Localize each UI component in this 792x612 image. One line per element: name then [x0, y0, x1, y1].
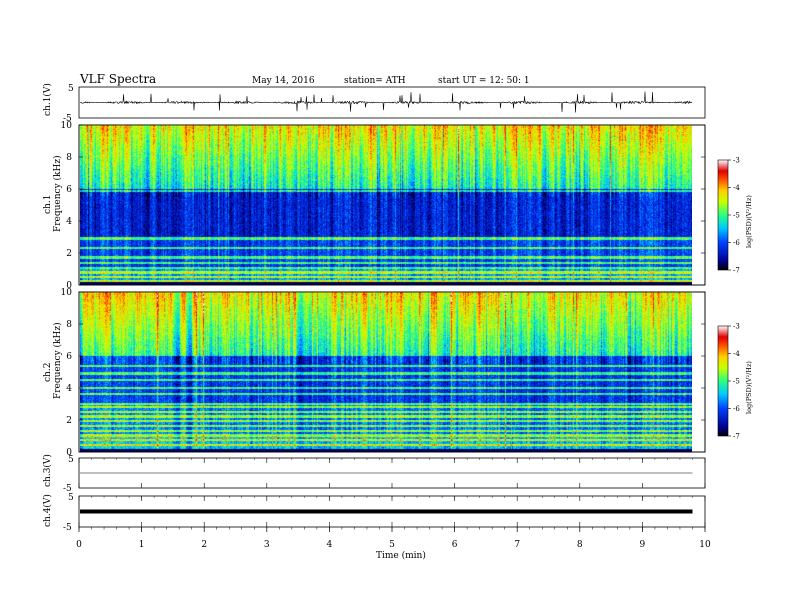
ch1-colorbar-label: log(PSD)(V²/Hz): [745, 195, 753, 248]
ch3-ytick-top: 5: [68, 455, 74, 465]
ch1-spectrogram-frame: [78, 124, 706, 286]
ch1-spectrogram-image: [80, 125, 692, 285]
ch2-freq-ytick-label: 8: [66, 320, 72, 330]
ch1-freq-ytick-label: 0: [66, 281, 72, 291]
ch1-colorbar-tick-label: -5: [733, 212, 740, 220]
ch2-colorbar-tick-label: -3: [733, 323, 740, 331]
figure-title: VLF Spectra: [79, 72, 156, 86]
time-tick-label: 1: [139, 540, 145, 550]
ch2-freq-ytick-label: 2: [66, 416, 72, 426]
time-tick-label: 7: [514, 540, 520, 550]
ch1-channel-label: ch.1: [43, 195, 53, 214]
time-axis: 0 1 2 3 4 5 6 7 8 9 10: [76, 527, 711, 550]
ch2-colorbar-tick-label: -7: [733, 433, 740, 441]
time-tick-label: 2: [201, 540, 207, 550]
ch1-freq-ytick-label: 6: [66, 185, 72, 195]
ch3-ytick-bottom: -5: [63, 484, 72, 494]
station-label: station= ATH: [344, 76, 406, 86]
ch4-ytick-top: 5: [68, 493, 74, 503]
ch1-colorbar-tick-label: -6: [733, 239, 740, 247]
ch2-spectrogram-image: [80, 292, 692, 452]
time-tick-label: 9: [640, 540, 646, 550]
time-tick-label: 5: [389, 540, 395, 550]
time-tick-label: 3: [264, 540, 270, 550]
ch2-spectrogram-frame: [78, 291, 706, 453]
ch2-freq-ytick-label: 4: [66, 384, 72, 394]
time-tick-label: 8: [577, 540, 583, 550]
ch3-waveform-ylabel: ch.3(V): [42, 454, 53, 487]
ch4-waveform-panel: 5 -5 ch.4(V): [42, 493, 706, 533]
time-axis-label: Time (min): [376, 550, 426, 561]
ch2-colorbar-tick-label: -4: [733, 350, 740, 358]
ch1-ytick-bottom: -5: [63, 114, 72, 124]
ch1-freq-ytick-label: 8: [66, 153, 72, 163]
time-tick-label: 6: [452, 540, 458, 550]
ch1-colorbar-tick-label: -4: [733, 184, 740, 192]
time-tick-label: 10: [699, 540, 711, 550]
ch2-frequency-ylabel: Frequency (kHz): [52, 322, 63, 399]
ch2-colorbar: [717, 325, 729, 437]
ch1-freq-ytick-label: 4: [66, 217, 72, 227]
ch2-colorbar-label: log(PSD)(V²/Hz): [745, 361, 753, 414]
date-label: May 14, 2016: [252, 76, 315, 86]
ch1-colorbar-tick-label: -3: [733, 157, 740, 165]
ch2-colorbar-tick-label: -5: [733, 378, 740, 386]
ch2-freq-ytick-label: 0: [66, 448, 72, 458]
ch1-ytick-top: 5: [68, 84, 74, 94]
ch1-waveform-ylabel: ch.1(V): [42, 83, 53, 116]
ch2-freq-ytick-label: 10: [61, 288, 73, 298]
ch4-ytick-bottom: -5: [63, 523, 72, 533]
ch1-waveform-frame: [78, 86, 706, 119]
ch4-waveform-ylabel: ch.4(V): [42, 494, 53, 527]
ch1-frequency-ylabel: Frequency (kHz): [52, 155, 63, 232]
ch3-waveform-panel: 5 -5 ch.3(V): [42, 454, 706, 494]
ch2-colorbar-tick-label: -6: [733, 405, 740, 413]
time-tick-label: 4: [327, 540, 333, 550]
time-tick-label: 0: [76, 540, 82, 550]
start-time-label: start UT = 12: 50: 1: [438, 76, 530, 86]
ch1-waveform-panel: 5 -5 ch.1(V): [42, 83, 706, 124]
ch2-freq-ytick-label: 6: [66, 352, 72, 362]
ch1-colorbar-tick-label: -7: [733, 267, 740, 275]
ch1-colorbar: [717, 159, 729, 271]
ch1-freq-ytick-label: 2: [66, 249, 72, 259]
ch1-freq-ytick-label: 10: [61, 121, 73, 131]
ch2-channel-label: ch.2: [43, 363, 53, 382]
ch1-waveform-trace: [79, 91, 693, 113]
